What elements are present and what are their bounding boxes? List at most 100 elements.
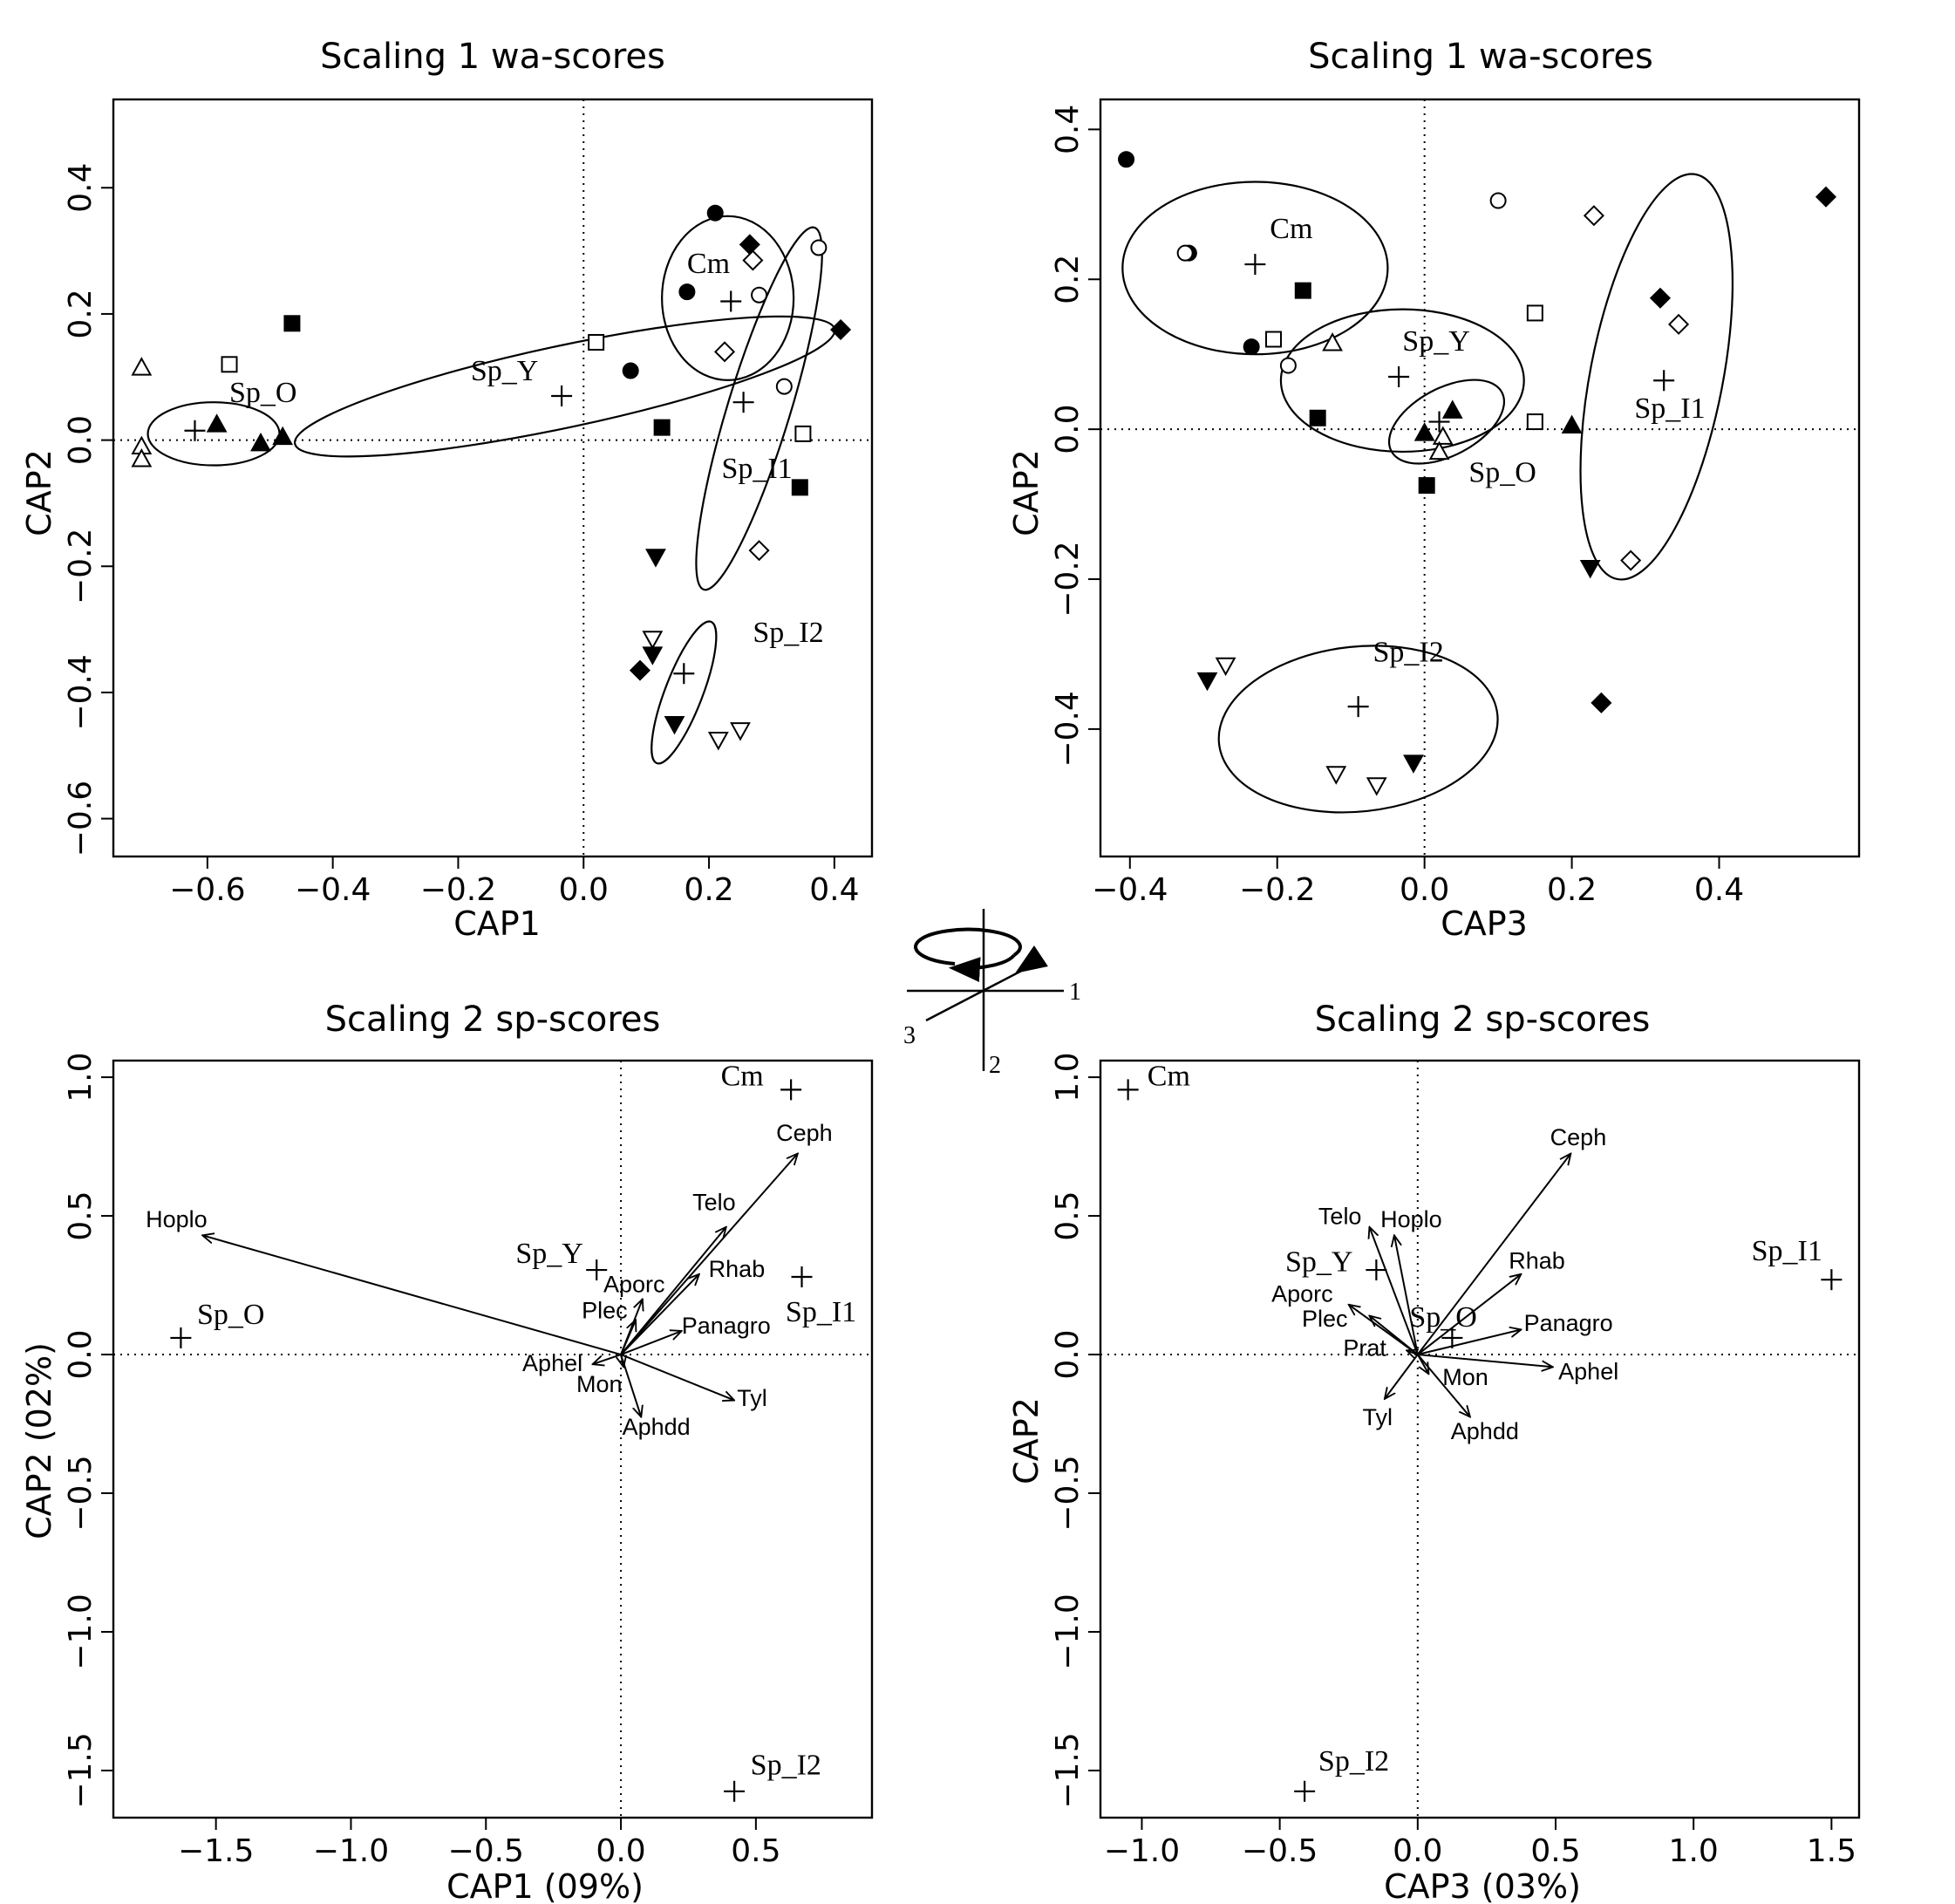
- circle-point: [706, 204, 724, 222]
- diamond-point: [629, 659, 651, 681]
- plot-frame: [1099, 98, 1861, 858]
- group-ellipse: [1279, 308, 1525, 454]
- species-label: Rhab: [1509, 1247, 1565, 1273]
- y-tick-label: −1.5: [1050, 1732, 1086, 1808]
- square-point: [221, 356, 238, 373]
- group-label: Sp_I2: [1373, 637, 1444, 669]
- y-tick-label: 0.2: [63, 289, 99, 338]
- triangle-down-point: [1403, 754, 1424, 774]
- rotation-axis-label: 1: [1069, 979, 1081, 1006]
- triangle-down-point: [642, 631, 664, 650]
- group-label: Cm: [687, 248, 730, 280]
- group-label: Sp_Y: [515, 1238, 582, 1270]
- group-ellipse: [1579, 173, 1734, 581]
- y-tick-label: −0.2: [1050, 541, 1086, 617]
- group-label: Sp_Y: [1285, 1246, 1352, 1279]
- group-ellipse: [651, 620, 718, 765]
- species-label: Aphdd: [623, 1414, 691, 1440]
- panel-title: Scaling 2 sp-scores: [1315, 1000, 1651, 1040]
- y-tick-label: −1.5: [63, 1732, 99, 1808]
- species-label: Aphdd: [1451, 1418, 1519, 1444]
- square-point: [1264, 331, 1282, 348]
- panel-title: Scaling 2 sp-scores: [325, 1000, 661, 1040]
- species-label: Hoplo: [1380, 1206, 1442, 1232]
- species-arrow: [1417, 1354, 1470, 1417]
- x-tick-label: 0.0: [559, 872, 609, 908]
- triangle-up-point: [250, 432, 271, 452]
- group-label: Sp_I2: [751, 1750, 821, 1782]
- circle-point: [1243, 338, 1260, 356]
- species-label: Telo: [1318, 1204, 1362, 1230]
- triangle-down-point: [1196, 672, 1218, 692]
- x-tick-label: 0.5: [1530, 1833, 1580, 1869]
- y-axis-label: CAP2: [1007, 449, 1046, 536]
- panel-bottom-right: Scaling 2 sp-scores CAP3 (03%) CAP2 −1.0…: [1007, 1000, 1861, 1904]
- triangle-up-point: [272, 426, 294, 446]
- circle-point: [810, 239, 828, 256]
- species-arrow: [1417, 1329, 1522, 1355]
- y-tick-label: −0.4: [1050, 691, 1086, 767]
- species-label: Aphel: [1558, 1359, 1618, 1385]
- species-arrow: [620, 1354, 734, 1400]
- x-tick-label: −0.2: [1239, 872, 1315, 908]
- group-label: Sp_I2: [1318, 1745, 1389, 1778]
- x-tick-label: 0.0: [1393, 1833, 1442, 1869]
- diamond-point: [1649, 287, 1671, 309]
- x-tick-label: 0.0: [596, 1833, 645, 1869]
- plot-frame: [1099, 1059, 1861, 1819]
- y-tick-label: 0.0: [1050, 405, 1086, 454]
- group-ellipse: [1217, 645, 1499, 814]
- circle-point: [622, 362, 639, 379]
- species-arrow: [1394, 1235, 1419, 1355]
- species-arrow: [1417, 1274, 1522, 1355]
- x-axis-label: CAP1 (09%): [446, 1867, 644, 1904]
- square-point: [588, 333, 605, 351]
- diamond-point: [1668, 313, 1690, 335]
- x-tick-label: 0.2: [684, 872, 733, 908]
- species-arrow: [620, 1354, 641, 1417]
- circle-point: [1279, 357, 1297, 374]
- species-label: Aphel: [522, 1350, 582, 1376]
- y-tick-label: −0.5: [63, 1455, 99, 1531]
- species-label: Aporc: [603, 1271, 665, 1297]
- y-tick-label: 0.2: [1050, 255, 1086, 304]
- circle-point: [1489, 192, 1507, 209]
- x-tick-label: 0.4: [1694, 872, 1744, 908]
- x-tick-label: 1.0: [1669, 1833, 1719, 1869]
- circle-point: [751, 286, 768, 304]
- triangle-down-point: [642, 646, 664, 665]
- triangle-down-point: [707, 732, 729, 751]
- species-label: Rhab: [709, 1256, 766, 1282]
- species-label: Mon: [576, 1371, 623, 1397]
- circle-point: [1118, 151, 1135, 168]
- species-arrow: [1417, 1154, 1571, 1355]
- y-tick-label: 0.4: [1050, 105, 1086, 154]
- diamond-point: [1591, 692, 1612, 713]
- x-tick-label: 1.5: [1807, 1833, 1856, 1869]
- species-label: Plec: [1302, 1306, 1348, 1332]
- square-point: [791, 479, 808, 496]
- species-label: Plec: [582, 1298, 628, 1324]
- rotation-axis-label: 3: [903, 1022, 916, 1049]
- x-tick-label: 0.5: [731, 1833, 780, 1869]
- y-tick-label: 1.0: [1050, 1052, 1086, 1102]
- species-label: Aporc: [1271, 1281, 1333, 1307]
- diamond-point: [1815, 186, 1837, 208]
- group-ellipse: [1121, 181, 1389, 356]
- triangle-down-point: [730, 722, 751, 741]
- x-tick-label: −0.4: [295, 872, 371, 908]
- axis-rotation-icon: 1 2 3: [903, 909, 1081, 1079]
- x-tick-label: −0.5: [448, 1833, 524, 1869]
- species-arrow: [620, 1154, 798, 1355]
- x-tick-label: −1.0: [313, 1833, 389, 1869]
- triangle-down-point: [1366, 777, 1387, 796]
- square-point: [794, 425, 812, 442]
- species-label: Panagro: [682, 1313, 771, 1339]
- group-label: Sp_I1: [721, 453, 792, 485]
- diamond-point: [1583, 205, 1604, 227]
- triangle-up-point: [206, 413, 228, 433]
- square-point: [1418, 477, 1435, 495]
- species-arrow: [620, 1274, 699, 1355]
- square-point: [653, 419, 671, 436]
